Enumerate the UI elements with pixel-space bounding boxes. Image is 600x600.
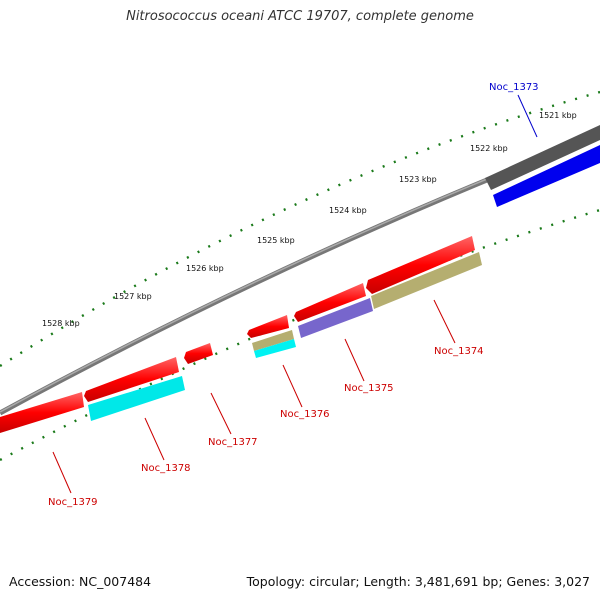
gene-label-noc-1373[interactable]: Noc_1373 <box>489 82 539 93</box>
gene-label-noc-1378[interactable]: Noc_1378 <box>141 463 191 474</box>
leader-line <box>144 417 165 461</box>
accession-text: Accession: NC_007484 <box>9 574 152 589</box>
leader-line <box>344 338 365 382</box>
inner-tick-ring <box>0 208 600 462</box>
leader-line <box>210 392 232 435</box>
kbp-label: 1525 kbp <box>257 236 295 245</box>
kbp-label: 1523 kbp <box>399 175 437 184</box>
gene-label-noc-1375[interactable]: Noc_1375 <box>344 383 394 394</box>
kbp-label: 1527 kbp <box>114 292 152 301</box>
gene-feature-noc-1379-red[interactable] <box>0 392 84 433</box>
gene-feature-noc-1377-red[interactable] <box>184 343 213 364</box>
gene-feature-noc-1374[interactable] <box>371 252 482 309</box>
leader-line <box>433 299 456 344</box>
kbp-label: 1526 kbp <box>186 264 224 273</box>
gene-feature-noc-1378[interactable] <box>88 376 185 421</box>
gene-label-noc-1379[interactable]: Noc_1379 <box>48 497 98 508</box>
leader-line <box>282 364 303 408</box>
map-title: Nitrosococcus oceani ATCC 19707, complet… <box>126 9 474 24</box>
genome-summary-text: Topology: circular; Length: 3,481,691 bp… <box>246 574 590 589</box>
kbp-label: 1521 kbp <box>539 111 577 120</box>
outer-tick-ring <box>0 90 600 368</box>
gene-feature-noc-1376-cyan[interactable] <box>254 339 296 358</box>
leader-line <box>52 451 72 494</box>
kbp-label: 1524 kbp <box>329 206 367 215</box>
gene-feature-noc-1376-red[interactable] <box>247 315 289 338</box>
kbp-label: 1528 kbp <box>42 319 80 328</box>
gene-feature-noc-1374-red[interactable] <box>366 236 475 294</box>
gene-feature-noc-1373[interactable] <box>493 145 600 207</box>
gene-feature-noc-1375-red[interactable] <box>294 283 366 322</box>
gene-feature-noc-1378-red[interactable] <box>84 357 179 402</box>
kbp-label: 1522 kbp <box>470 144 508 153</box>
gene-label-noc-1374[interactable]: Noc_1374 <box>434 346 484 357</box>
gene-label-noc-1377[interactable]: Noc_1377 <box>208 437 258 448</box>
gene-feature-noc-1376-olive[interactable] <box>252 330 294 351</box>
leader-line <box>517 94 538 138</box>
gene-feature-noc-1375[interactable] <box>298 298 373 338</box>
gene-label-noc-1376[interactable]: Noc_1376 <box>280 409 330 420</box>
gene-feature-noc-1373-shadow[interactable] <box>485 125 600 190</box>
